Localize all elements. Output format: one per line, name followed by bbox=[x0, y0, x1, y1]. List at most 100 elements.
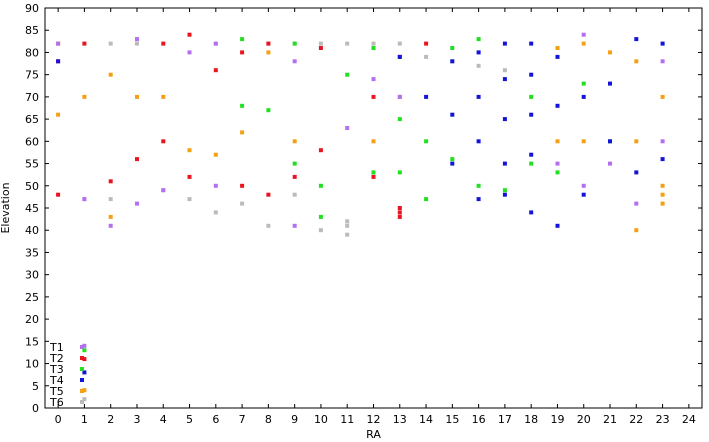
data-point bbox=[292, 174, 297, 179]
data-point bbox=[56, 41, 61, 46]
data-point bbox=[240, 37, 245, 42]
data-point bbox=[108, 41, 113, 46]
data-point bbox=[345, 72, 350, 77]
data-point bbox=[555, 161, 560, 166]
data-point bbox=[318, 46, 323, 50]
y-tick-label: 70 bbox=[25, 91, 39, 104]
legend-label: T5 bbox=[49, 385, 64, 398]
data-point bbox=[240, 183, 245, 188]
data-point bbox=[397, 41, 402, 46]
x-axis-title: RA bbox=[366, 428, 381, 441]
data-point bbox=[581, 139, 586, 144]
data-point bbox=[135, 94, 139, 99]
data-point bbox=[476, 37, 481, 42]
data-point bbox=[108, 223, 113, 228]
x-tick-label: 10 bbox=[314, 413, 328, 426]
y-tick-label: 35 bbox=[25, 246, 39, 259]
data-point bbox=[345, 126, 350, 130]
data-point bbox=[187, 174, 192, 179]
data-point bbox=[213, 152, 218, 157]
data-point bbox=[266, 108, 271, 113]
data-point bbox=[450, 112, 455, 117]
data-point bbox=[555, 46, 560, 50]
data-point bbox=[240, 103, 245, 108]
data-point bbox=[581, 41, 586, 46]
x-tick-label: 23 bbox=[656, 413, 670, 426]
data-point bbox=[634, 170, 639, 175]
y-tick-label: 40 bbox=[25, 224, 39, 237]
data-point bbox=[213, 68, 218, 73]
data-point bbox=[660, 139, 665, 144]
data-point bbox=[397, 94, 402, 99]
data-point bbox=[476, 94, 481, 99]
x-tick-label: 13 bbox=[393, 413, 407, 426]
y-tick-label: 30 bbox=[25, 269, 39, 282]
data-point bbox=[108, 197, 113, 202]
data-point bbox=[82, 197, 87, 202]
data-point bbox=[371, 170, 376, 175]
data-point bbox=[502, 41, 507, 46]
data-point bbox=[187, 32, 192, 37]
data-point bbox=[56, 192, 61, 197]
data-point bbox=[240, 50, 245, 55]
data-point bbox=[82, 41, 87, 46]
data-point bbox=[397, 54, 402, 59]
data-point bbox=[608, 50, 612, 55]
data-point bbox=[135, 201, 139, 206]
data-point bbox=[502, 161, 507, 166]
data-point bbox=[318, 214, 323, 219]
data-point bbox=[56, 112, 61, 117]
data-point bbox=[345, 219, 350, 224]
y-tick-label: 55 bbox=[25, 158, 39, 171]
data-point bbox=[634, 59, 639, 64]
data-point bbox=[660, 41, 665, 46]
data-point bbox=[529, 112, 534, 117]
x-tick-label: 17 bbox=[498, 413, 512, 426]
data-point bbox=[82, 343, 87, 348]
data-point bbox=[397, 210, 402, 215]
data-point bbox=[660, 59, 665, 64]
data-point bbox=[318, 148, 323, 153]
data-point bbox=[634, 139, 639, 144]
data-point bbox=[424, 94, 429, 99]
data-point bbox=[82, 388, 87, 393]
data-point bbox=[266, 41, 271, 46]
legend-label: T3 bbox=[49, 363, 64, 376]
data-point bbox=[161, 41, 166, 46]
x-tick-label: 19 bbox=[550, 413, 564, 426]
data-point bbox=[555, 139, 560, 144]
data-point bbox=[345, 41, 350, 46]
y-tick-label: 10 bbox=[25, 358, 39, 371]
data-point bbox=[450, 46, 455, 50]
data-point bbox=[371, 174, 376, 179]
data-point bbox=[292, 139, 297, 144]
data-point bbox=[476, 63, 481, 68]
data-point bbox=[371, 77, 376, 82]
data-point bbox=[555, 54, 560, 59]
data-point bbox=[660, 201, 665, 206]
data-points bbox=[56, 32, 665, 402]
x-tick-label: 8 bbox=[265, 413, 272, 426]
data-point bbox=[82, 357, 87, 362]
data-point bbox=[82, 348, 87, 353]
data-point bbox=[634, 228, 639, 233]
data-point bbox=[161, 188, 166, 193]
data-point bbox=[660, 183, 665, 188]
legend-label: T2 bbox=[49, 352, 64, 365]
data-point bbox=[240, 130, 245, 135]
data-point bbox=[397, 214, 402, 219]
data-point bbox=[476, 139, 481, 144]
data-point bbox=[581, 32, 586, 37]
legend-swatch bbox=[80, 400, 84, 404]
x-tick-label: 3 bbox=[133, 413, 140, 426]
data-point bbox=[318, 41, 323, 46]
data-point bbox=[292, 161, 297, 166]
x-tick-label: 7 bbox=[239, 413, 246, 426]
data-point bbox=[213, 41, 218, 46]
x-tick-label: 22 bbox=[629, 413, 643, 426]
x-tick-label: 0 bbox=[55, 413, 62, 426]
data-point bbox=[56, 59, 61, 64]
data-point bbox=[608, 81, 612, 86]
data-point bbox=[345, 223, 350, 228]
